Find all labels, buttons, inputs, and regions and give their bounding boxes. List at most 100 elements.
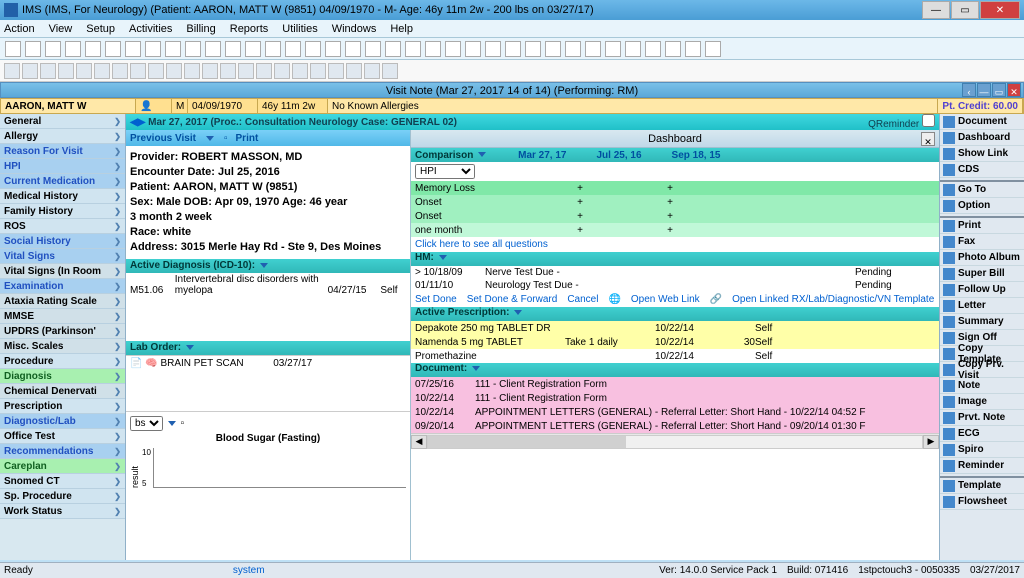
nav-item[interactable]: Procedure❯ — [0, 354, 125, 369]
open-web-link[interactable]: Open Web Link — [631, 294, 700, 305]
lab-row[interactable]: 📄 🧠 BRAIN PET SCAN 03/27/17 — [126, 355, 410, 371]
visit-hdr-btn[interactable]: ▭ — [992, 83, 1006, 97]
toolbar-icon[interactable] — [565, 41, 581, 57]
menu-activities[interactable]: Activities — [129, 23, 172, 35]
toolbar-icon[interactable] — [285, 41, 301, 57]
menu-utilities[interactable]: Utilities — [282, 23, 317, 35]
nav-item[interactable]: Diagnostic/Lab❯ — [0, 414, 125, 429]
dashboard-close[interactable]: ✕ — [921, 132, 935, 146]
toolbar-icon[interactable] — [425, 41, 441, 57]
comp-row[interactable]: one month++ — [411, 223, 939, 237]
sub-toolbar-icon[interactable] — [22, 63, 38, 79]
nav-item[interactable]: Prescription❯ — [0, 399, 125, 414]
nav-item[interactable]: MMSE❯ — [0, 309, 125, 324]
toolbar-icon[interactable] — [705, 41, 721, 57]
nav-item[interactable]: Family History❯ — [0, 204, 125, 219]
sub-toolbar-icon[interactable] — [274, 63, 290, 79]
right-panel-item[interactable]: Fax — [940, 234, 1024, 250]
menu-help[interactable]: Help — [390, 23, 413, 35]
toolbar-icon[interactable] — [225, 41, 241, 57]
toolbar-icon[interactable] — [105, 41, 121, 57]
sub-toolbar-icon[interactable] — [76, 63, 92, 79]
menu-reports[interactable]: Reports — [230, 23, 269, 35]
dropdown-icon[interactable] — [168, 421, 176, 426]
right-panel-item[interactable]: Spiro — [940, 442, 1024, 458]
dropdown-icon[interactable] — [206, 136, 214, 141]
toolbar-icon[interactable] — [605, 41, 621, 57]
toolbar-icon[interactable] — [5, 41, 21, 57]
nav-item[interactable]: Diagnosis❯ — [0, 369, 125, 384]
diag-row[interactable]: M51.06 Intervertebral disc disorders wit… — [126, 273, 410, 297]
bs-select[interactable]: bs — [130, 416, 163, 431]
right-panel-item[interactable]: Reminder — [940, 458, 1024, 474]
nav-item[interactable]: Ataxia Rating Scale❯ — [0, 294, 125, 309]
toolbar-icon[interactable] — [685, 41, 701, 57]
sub-toolbar-icon[interactable] — [148, 63, 164, 79]
toolbar-icon[interactable] — [665, 41, 681, 57]
nav-item[interactable]: Recommendations❯ — [0, 444, 125, 459]
patient-icons[interactable]: 👤 — [136, 99, 172, 113]
right-panel-item[interactable]: Print — [940, 218, 1024, 234]
sub-toolbar-icon[interactable] — [202, 63, 218, 79]
comp-date-1[interactable]: Mar 27, 17 — [518, 150, 566, 161]
nav-item[interactable]: HPI❯ — [0, 159, 125, 174]
nav-item[interactable]: Medical History❯ — [0, 189, 125, 204]
doc-row[interactable]: 10/22/14111 - Client Registration Form — [411, 391, 939, 405]
previous-visit-link[interactable]: Previous Visit — [130, 133, 196, 144]
right-panel-item[interactable]: Photo Album — [940, 250, 1024, 266]
visit-hdr-btn[interactable]: — — [977, 83, 991, 97]
nav-item[interactable]: Vital Signs (In Room❯ — [0, 264, 125, 279]
toolbar-icon[interactable] — [205, 41, 221, 57]
toolbar-icon[interactable] — [485, 41, 501, 57]
toolbar-icon[interactable] — [305, 41, 321, 57]
set-done-fwd-link[interactable]: Set Done & Forward — [467, 294, 558, 305]
nav-item[interactable]: ROS❯ — [0, 219, 125, 234]
doc-row[interactable]: 10/22/14APPOINTMENT LETTERS (GENERAL) - … — [411, 405, 939, 419]
toolbar-icon[interactable] — [545, 41, 561, 57]
toolbar-icon[interactable] — [45, 41, 61, 57]
sub-toolbar-icon[interactable] — [346, 63, 362, 79]
right-panel-item[interactable]: Summary — [940, 314, 1024, 330]
nav-item[interactable]: General❯ — [0, 114, 125, 129]
scroll-right[interactable]: ▶ — [923, 435, 939, 449]
right-panel-item[interactable]: Prvt. Note — [940, 410, 1024, 426]
sub-toolbar-icon[interactable] — [292, 63, 308, 79]
toolbar-icon[interactable] — [25, 41, 41, 57]
date-nav-icon[interactable]: ◀▶ — [130, 117, 145, 128]
sub-toolbar-icon[interactable] — [382, 63, 398, 79]
hm-row[interactable]: 01/11/10Neurology Test Due -Pending — [411, 279, 939, 292]
visit-hdr-btn[interactable]: ‹ — [962, 83, 976, 97]
toolbar-icon[interactable] — [325, 41, 341, 57]
sub-toolbar-icon[interactable] — [328, 63, 344, 79]
nav-item[interactable]: Work Status❯ — [0, 504, 125, 519]
visit-hdr-close[interactable]: ✕ — [1007, 83, 1021, 97]
nav-item[interactable]: Chemical Denervati❯ — [0, 384, 125, 399]
maximize-button[interactable]: ▭ — [951, 1, 979, 19]
hm-row[interactable]: > 10/18/09Nerve Test Due -Pending — [411, 266, 939, 279]
toolbar-icon[interactable] — [265, 41, 281, 57]
comp-row[interactable]: Onset++ — [411, 209, 939, 223]
menu-billing[interactable]: Billing — [186, 23, 215, 35]
menu-action[interactable]: Action — [4, 23, 35, 35]
pv-icon[interactable]: ▫ — [224, 133, 228, 144]
nav-item[interactable]: Examination❯ — [0, 279, 125, 294]
nav-item[interactable]: UPDRS (Parkinson'❯ — [0, 324, 125, 339]
nav-item[interactable]: Office Test❯ — [0, 429, 125, 444]
toolbar-icon[interactable] — [445, 41, 461, 57]
right-panel-item[interactable]: Option — [940, 198, 1024, 214]
toolbar-icon[interactable] — [65, 41, 81, 57]
menu-windows[interactable]: Windows — [332, 23, 377, 35]
toolbar-icon[interactable] — [385, 41, 401, 57]
right-panel-item[interactable]: Go To — [940, 182, 1024, 198]
sub-toolbar-icon[interactable] — [256, 63, 272, 79]
toolbar-icon[interactable] — [185, 41, 201, 57]
sub-toolbar-icon[interactable] — [166, 63, 182, 79]
sub-toolbar-icon[interactable] — [94, 63, 110, 79]
right-panel-item[interactable]: Dashboard — [940, 130, 1024, 146]
toolbar-icon[interactable] — [465, 41, 481, 57]
toolbar-icon[interactable] — [145, 41, 161, 57]
comp-row[interactable]: Memory Loss++ — [411, 181, 939, 195]
set-done-link[interactable]: Set Done — [415, 294, 457, 305]
scroll-left[interactable]: ◀ — [411, 435, 427, 449]
sub-toolbar-icon[interactable] — [112, 63, 128, 79]
